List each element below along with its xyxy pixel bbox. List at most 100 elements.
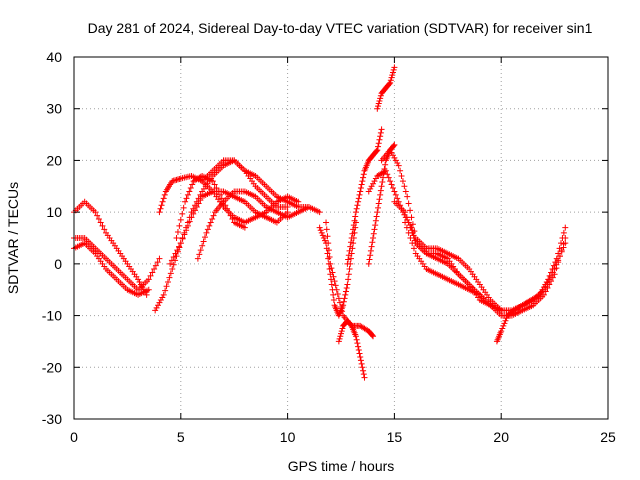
data-point-marker <box>358 181 365 188</box>
data-point-marker <box>324 250 331 257</box>
data-point-marker <box>295 198 302 205</box>
chart-title: Day 281 of 2024, Sidereal Day-to-day VTE… <box>88 20 593 36</box>
data-point-marker <box>183 224 190 231</box>
data-point-marker <box>284 209 291 216</box>
data-point-marker <box>99 222 106 229</box>
data-point-marker <box>542 288 549 295</box>
data-point-marker <box>360 367 367 374</box>
data-point-marker <box>331 278 338 285</box>
data-point-marker <box>403 214 410 221</box>
data-point-marker <box>202 234 209 241</box>
data-point-marker <box>354 202 361 209</box>
data-point-marker <box>177 240 184 247</box>
data-point-marker <box>382 167 389 174</box>
data-point-marker <box>390 142 397 149</box>
data-point-marker <box>317 227 324 234</box>
data-point-marker <box>377 129 384 136</box>
data-point-marker <box>359 178 366 185</box>
data-point-marker <box>159 294 166 301</box>
data-point-marker <box>379 178 386 185</box>
data-point-marker <box>193 198 200 205</box>
data-point-marker <box>377 95 384 102</box>
data-point-marker <box>360 171 367 178</box>
data-point-marker <box>403 224 410 231</box>
data-point-marker <box>199 242 206 249</box>
data-point-marker <box>149 269 156 276</box>
data-point-marker <box>160 195 167 202</box>
data-point-marker <box>190 205 197 212</box>
data-point-marker <box>344 281 351 288</box>
data-point-marker <box>153 304 160 311</box>
data-point-marker <box>562 224 569 231</box>
data-point-marker <box>394 195 401 202</box>
data-point-marker <box>174 228 181 235</box>
data-point-marker <box>338 330 344 337</box>
data-layer <box>71 64 569 381</box>
data-point-marker <box>401 183 408 190</box>
data-point-marker <box>375 140 382 147</box>
data-point-marker <box>375 200 382 207</box>
data-point-marker <box>151 266 158 273</box>
data-point-marker <box>179 210 186 217</box>
data-point-marker <box>176 222 183 229</box>
data-point-marker <box>162 287 169 294</box>
data-point-marker <box>352 333 359 340</box>
series-track-2 <box>71 235 163 293</box>
data-point-marker <box>336 299 343 306</box>
data-point-marker <box>323 219 330 226</box>
data-point-marker <box>207 219 214 226</box>
tick-layer: 0 5 10 15 20 25 -30 -20 -10 0 10 20 30 40 <box>42 49 616 445</box>
data-point-marker <box>500 322 507 329</box>
data-point-marker <box>376 136 383 143</box>
data-point-marker <box>405 229 412 236</box>
data-point-marker <box>341 295 348 302</box>
data-point-marker <box>540 284 547 291</box>
y-tick-label: 40 <box>46 49 62 65</box>
data-point-marker <box>218 195 225 202</box>
data-point-marker <box>356 350 363 357</box>
data-point-marker <box>154 259 161 266</box>
data-point-marker <box>355 198 362 205</box>
data-point-marker <box>503 315 510 322</box>
data-point-marker <box>350 222 357 229</box>
data-point-marker <box>402 209 409 216</box>
data-point-marker <box>371 178 378 185</box>
data-point-marker <box>186 188 193 195</box>
data-point-marker <box>284 203 291 210</box>
data-point-marker <box>558 240 565 247</box>
data-point-marker <box>347 243 354 250</box>
data-point-marker <box>156 255 163 262</box>
data-point-marker <box>330 297 337 304</box>
data-point-marker <box>188 209 195 216</box>
data-point-marker <box>170 261 177 268</box>
data-point-marker <box>553 255 560 262</box>
data-point-marker <box>321 237 328 244</box>
data-point-marker <box>542 281 549 288</box>
data-point-marker <box>377 92 384 99</box>
y-tick-label: -30 <box>42 411 62 427</box>
data-point-marker <box>375 204 382 211</box>
x-tick-label: 10 <box>280 429 296 445</box>
data-point-marker <box>373 147 380 154</box>
data-point-marker <box>224 205 231 212</box>
series-track-3 <box>71 240 152 298</box>
data-point-marker <box>344 260 351 267</box>
data-point-marker <box>387 79 394 86</box>
data-point-marker <box>323 226 330 233</box>
series-track-15 <box>374 64 398 112</box>
data-point-marker <box>345 256 352 263</box>
data-point-marker <box>378 126 385 133</box>
y-tick-label: 10 <box>46 204 62 220</box>
data-point-marker <box>330 291 337 298</box>
data-point-marker <box>167 270 174 277</box>
data-point-marker <box>366 256 373 263</box>
data-point-marker <box>370 235 377 241</box>
data-point-marker <box>502 317 509 324</box>
data-point-marker <box>186 214 193 221</box>
data-point-marker <box>328 265 335 272</box>
data-point-marker <box>360 174 367 181</box>
data-point-marker <box>197 247 204 254</box>
data-point-marker <box>213 185 220 192</box>
data-point-marker <box>391 64 398 71</box>
